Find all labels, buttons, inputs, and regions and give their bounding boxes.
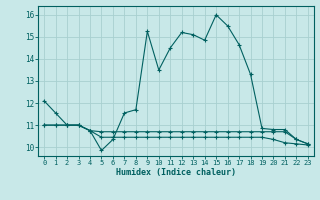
X-axis label: Humidex (Indice chaleur): Humidex (Indice chaleur) — [116, 168, 236, 177]
